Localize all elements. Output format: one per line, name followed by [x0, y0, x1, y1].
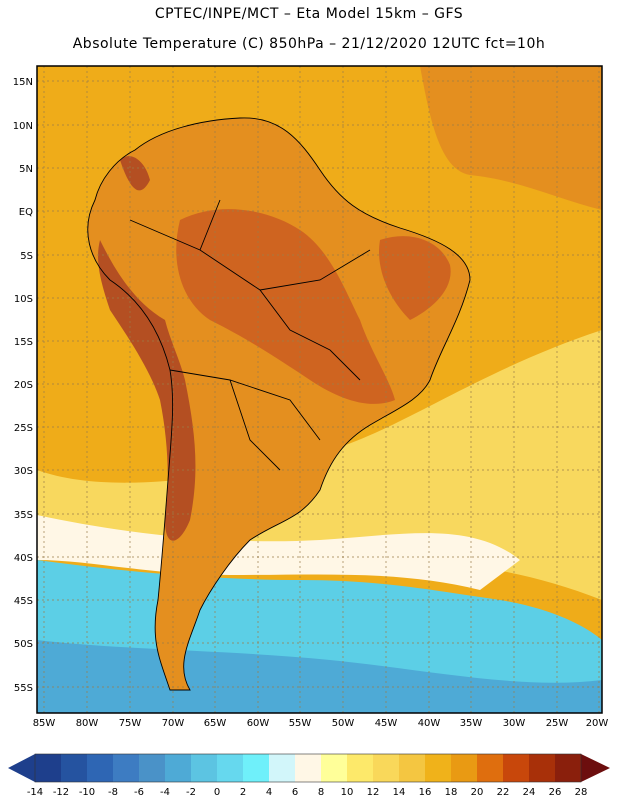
lat-label: 40S	[14, 553, 33, 564]
colorbar	[8, 754, 610, 782]
lon-label: 40W	[418, 718, 441, 729]
colorbar-label: -8	[108, 787, 118, 798]
lon-label: 80W	[76, 718, 99, 729]
lon-label: 85W	[33, 718, 56, 729]
lat-label: 20S	[14, 380, 33, 391]
lon-label: 20W	[586, 718, 609, 729]
colorbar-swatch	[61, 754, 87, 782]
lat-label: 10S	[14, 294, 33, 305]
colorbar-label: 24	[523, 787, 536, 798]
colorbar-label: 12	[367, 787, 380, 798]
colorbar-label: 4	[266, 787, 272, 798]
lat-label: 10N	[13, 121, 33, 132]
colorbar-label: -10	[79, 787, 95, 798]
lat-label: 25S	[14, 423, 33, 434]
colorbar-label: 22	[497, 787, 510, 798]
colorbar-swatch	[295, 754, 321, 782]
lat-label: 55S	[14, 683, 33, 694]
lat-label: 35S	[14, 510, 33, 521]
colorbar-swatch	[373, 754, 399, 782]
lat-label: 45S	[14, 596, 33, 607]
lat-label: 15N	[13, 77, 33, 88]
colorbar-left-arrow	[8, 754, 35, 782]
colorbar-label: 18	[445, 787, 458, 798]
lat-label: 30S	[14, 466, 33, 477]
colorbar-label: 6	[292, 787, 298, 798]
colorbar-swatch	[425, 754, 451, 782]
lon-label: 75W	[119, 718, 142, 729]
latitude-labels: 15N 10N 5N EQ 5S 10S 15S 20S 25S 30S 35S…	[13, 77, 33, 694]
colorbar-swatch	[477, 754, 503, 782]
colorbar-label: -4	[160, 787, 170, 798]
colorbar-swatch	[243, 754, 269, 782]
colorbar-label: -2	[186, 787, 196, 798]
colorbar-swatch	[87, 754, 113, 782]
temperature-map: 15N 10N 5N EQ 5S 10S 15S 20S 25S 30S 35S…	[0, 0, 618, 800]
lon-label: 60W	[247, 718, 270, 729]
colorbar-swatch	[555, 754, 581, 782]
colorbar-label: 0	[214, 787, 220, 798]
lat-label: EQ	[19, 207, 33, 218]
longitude-labels: 85W 80W 75W 70W 65W 60W 55W 50W 45W 40W …	[33, 718, 609, 729]
colorbar-swatch	[321, 754, 347, 782]
colorbar-label: 20	[471, 787, 484, 798]
colorbar-label: -14	[27, 787, 43, 798]
colorbar-label: 28	[575, 787, 588, 798]
lat-label: 5N	[19, 164, 33, 175]
lon-label: 55W	[289, 718, 312, 729]
colorbar-swatch	[529, 754, 555, 782]
colorbar-swatch	[399, 754, 425, 782]
colorbar-swatch	[451, 754, 477, 782]
lat-label: 5S	[20, 251, 33, 262]
colorbar-swatch	[35, 754, 61, 782]
lon-label: 45W	[375, 718, 398, 729]
colorbar-labels: -14 -12 -10 -8 -6 -4 -2 0 2 4 6 8 10 12 …	[27, 787, 588, 798]
temperature-field	[37, 66, 602, 713]
colorbar-label: 14	[393, 787, 406, 798]
lat-label: 15S	[14, 337, 33, 348]
colorbar-label: -12	[53, 787, 69, 798]
colorbar-swatch	[217, 754, 243, 782]
colorbar-swatch	[269, 754, 295, 782]
lon-label: 30W	[503, 718, 526, 729]
colorbar-label: 16	[419, 787, 432, 798]
colorbar-label: 10	[341, 787, 354, 798]
colorbar-label: 26	[549, 787, 562, 798]
lon-label: 65W	[204, 718, 227, 729]
colorbar-swatch	[113, 754, 139, 782]
colorbar-swatch	[139, 754, 165, 782]
lon-label: 25W	[546, 718, 569, 729]
colorbar-label: 2	[240, 787, 246, 798]
colorbar-swatch	[347, 754, 373, 782]
colorbar-right-arrow	[581, 754, 610, 782]
lon-label: 35W	[460, 718, 483, 729]
colorbar-label: -6	[134, 787, 144, 798]
lon-label: 50W	[332, 718, 355, 729]
lat-label: 50S	[14, 639, 33, 650]
colorbar-label: 8	[318, 787, 324, 798]
colorbar-swatch	[503, 754, 529, 782]
colorbar-swatch	[165, 754, 191, 782]
colorbar-swatch	[191, 754, 217, 782]
lon-label: 70W	[162, 718, 185, 729]
